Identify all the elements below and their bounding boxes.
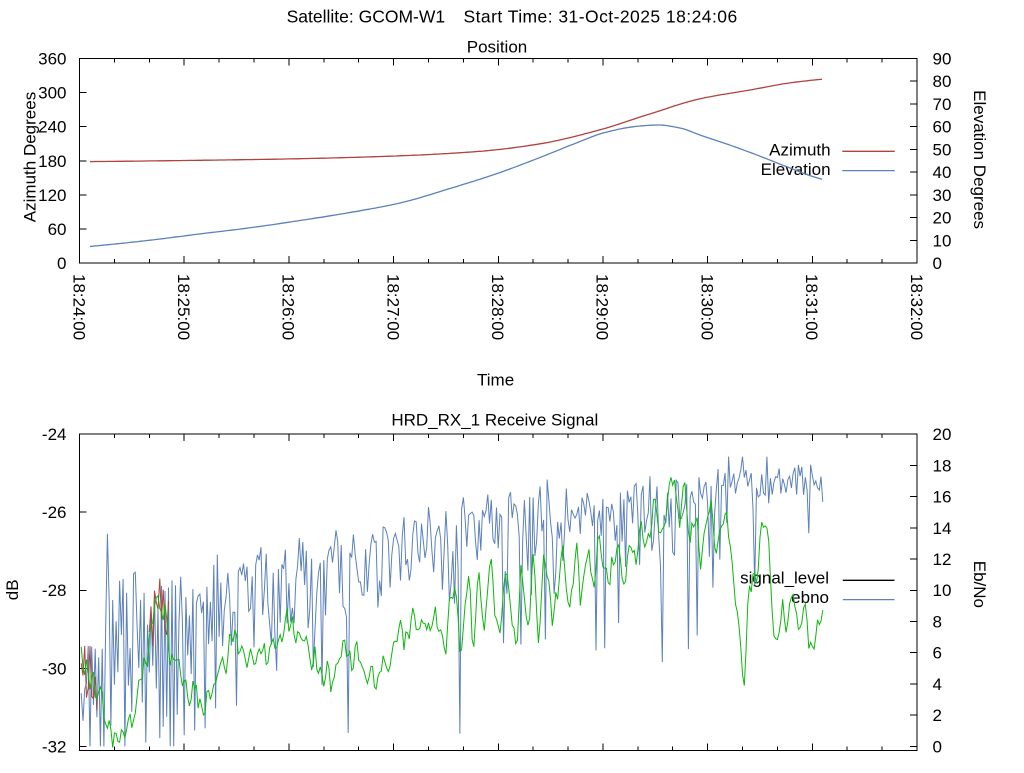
svg-text:30: 30 <box>933 186 952 205</box>
svg-text:ebno: ebno <box>791 588 829 607</box>
svg-text:Azimuth: Azimuth <box>769 141 830 160</box>
svg-text:-28: -28 <box>42 581 67 600</box>
svg-text:300: 300 <box>38 84 66 103</box>
svg-text:18:30:00: 18:30:00 <box>697 274 716 340</box>
svg-text:-24: -24 <box>42 425 67 444</box>
svg-text:60: 60 <box>933 118 952 137</box>
svg-text:20: 20 <box>933 209 952 228</box>
svg-text:180: 180 <box>38 152 66 171</box>
svg-text:18:31:00: 18:31:00 <box>802 274 821 340</box>
svg-text:16: 16 <box>933 488 952 507</box>
svg-text:Eb/No: Eb/No <box>970 561 989 608</box>
svg-text:40: 40 <box>933 163 952 182</box>
svg-text:20: 20 <box>933 425 952 444</box>
svg-text:Satellite: GCOM-W1: Satellite: GCOM-W1 <box>287 7 446 27</box>
svg-text:18:28:00: 18:28:00 <box>488 274 507 340</box>
svg-text:50: 50 <box>933 140 952 159</box>
svg-text:Time: Time <box>477 370 514 389</box>
svg-text:18:24:00: 18:24:00 <box>69 274 88 340</box>
svg-text:18: 18 <box>933 456 952 475</box>
svg-text:120: 120 <box>38 186 66 205</box>
svg-text:Start Time: 31-Oct-2025 18:24:: Start Time: 31-Oct-2025 18:24:06 <box>464 7 738 27</box>
svg-text:-30: -30 <box>42 659 67 678</box>
svg-text:240: 240 <box>38 118 66 137</box>
svg-text:dB: dB <box>3 579 22 600</box>
svg-text:10: 10 <box>933 231 952 250</box>
svg-text:0: 0 <box>933 254 942 273</box>
svg-text:60: 60 <box>48 220 67 239</box>
svg-text:HRD_RX_1 Receive Signal: HRD_RX_1 Receive Signal <box>391 410 598 429</box>
svg-text:Elevation: Elevation <box>761 160 831 179</box>
svg-text:4: 4 <box>933 675 942 694</box>
svg-text:-32: -32 <box>42 737 67 756</box>
svg-text:14: 14 <box>933 519 952 538</box>
svg-text:-26: -26 <box>42 503 67 522</box>
svg-text:18:29:00: 18:29:00 <box>593 274 612 340</box>
svg-text:18:25:00: 18:25:00 <box>174 274 193 340</box>
svg-text:12: 12 <box>933 550 952 569</box>
svg-text:80: 80 <box>933 72 952 91</box>
svg-text:Azimuth Degrees: Azimuth Degrees <box>21 92 40 222</box>
svg-text:6: 6 <box>933 644 942 663</box>
svg-text:0: 0 <box>933 737 942 756</box>
svg-text:0: 0 <box>57 254 66 273</box>
svg-text:10: 10 <box>933 581 952 600</box>
svg-text:Elevation Degrees: Elevation Degrees <box>970 90 989 229</box>
svg-text:signal_level: signal_level <box>740 569 829 588</box>
svg-text:360: 360 <box>38 49 66 68</box>
svg-text:Position: Position <box>467 37 527 56</box>
svg-text:18:27:00: 18:27:00 <box>383 274 402 340</box>
svg-text:8: 8 <box>933 613 942 632</box>
svg-text:90: 90 <box>933 49 952 68</box>
svg-text:70: 70 <box>933 95 952 114</box>
svg-text:2: 2 <box>933 706 942 725</box>
svg-text:18:26:00: 18:26:00 <box>279 274 298 340</box>
svg-text:18:32:00: 18:32:00 <box>907 274 926 340</box>
